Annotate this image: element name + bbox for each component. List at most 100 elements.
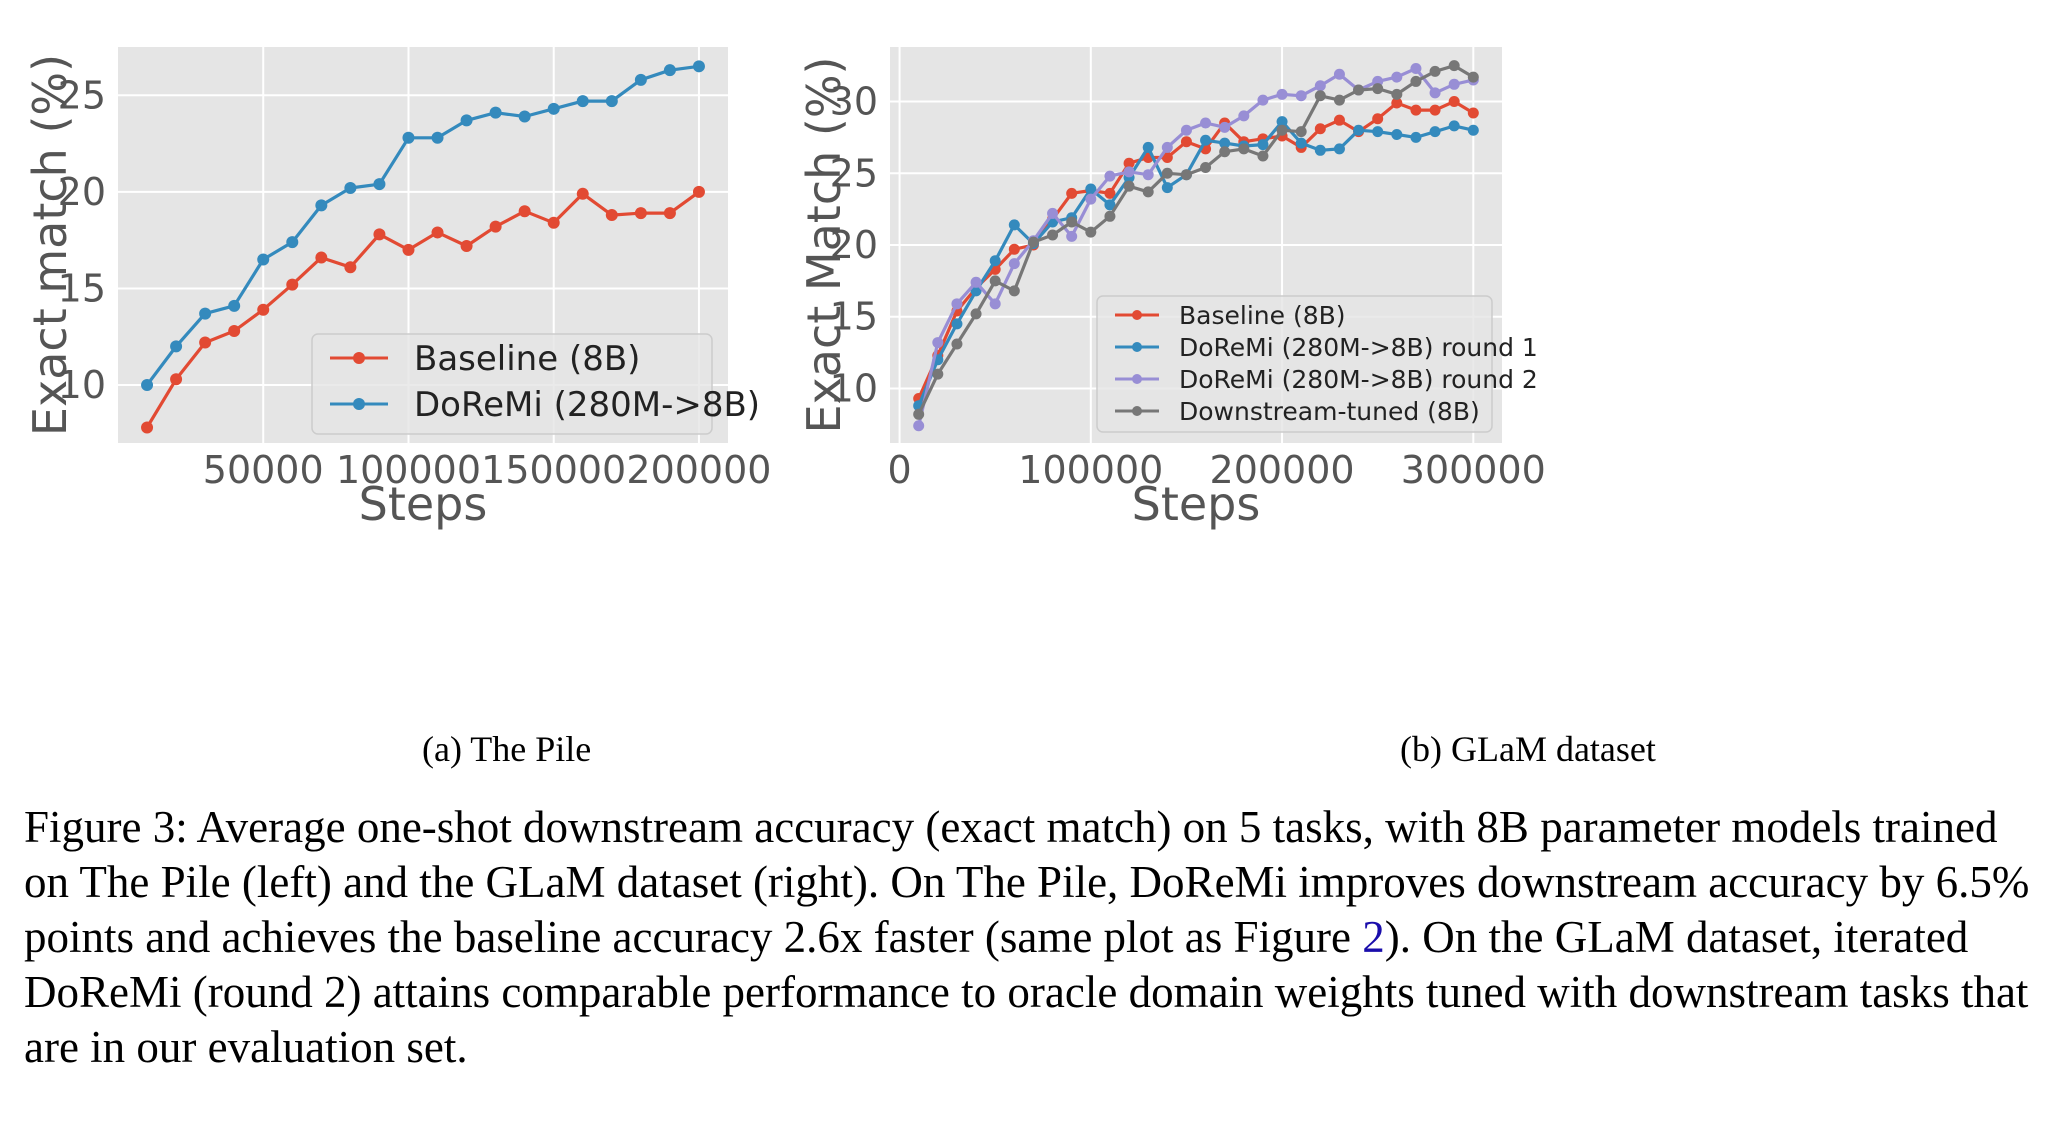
data-point-doremi-280m-8b-round-2 bbox=[1085, 193, 1097, 205]
legend-label: Baseline (8B) bbox=[414, 339, 640, 379]
x-tick-label: 300000 bbox=[1401, 448, 1546, 492]
data-point-doremi-280m-8b-round-1 bbox=[1410, 131, 1422, 143]
legend-marker-downstream-tuned-8b bbox=[1132, 406, 1142, 416]
data-point-baseline-8b bbox=[141, 421, 154, 434]
legend-label: DoReMi (280M->8B) round 1 bbox=[1179, 333, 1538, 362]
y-tick-label: 25 bbox=[830, 151, 878, 195]
data-point-doremi-280m-8b-round-1 bbox=[1372, 126, 1384, 138]
data-point-downstream-tuned-8b bbox=[1238, 143, 1250, 155]
data-point-baseline-8b bbox=[1180, 136, 1192, 148]
x-axis-label: Steps bbox=[359, 477, 488, 531]
data-point-downstream-tuned-8b bbox=[970, 308, 982, 320]
data-point-doremi-280m-8b bbox=[489, 106, 502, 119]
data-point-doremi-280m-8b-round-2 bbox=[1295, 90, 1307, 102]
data-point-downstream-tuned-8b bbox=[1276, 124, 1288, 136]
y-tick-label: 10 bbox=[58, 363, 106, 407]
figure-2-link[interactable]: 2 bbox=[1362, 912, 1385, 962]
subcaption-glam-dataset: (b) GLaM dataset bbox=[1400, 729, 1656, 769]
data-point-doremi-280m-8b-round-2 bbox=[913, 420, 925, 432]
data-point-doremi-280m-8b-round-2 bbox=[1180, 124, 1192, 136]
data-point-downstream-tuned-8b bbox=[1410, 75, 1422, 87]
figure-caption-text-end: ). On the GLaM dataset, iterated DoReMi … bbox=[24, 912, 2029, 1072]
data-point-doremi-280m-8b-round-1 bbox=[1104, 199, 1116, 211]
data-point-doremi-280m-8b-round-2 bbox=[1142, 169, 1154, 181]
data-point-downstream-tuned-8b bbox=[1180, 169, 1192, 181]
data-point-downstream-tuned-8b bbox=[1219, 146, 1231, 158]
data-point-baseline-8b bbox=[1410, 104, 1422, 116]
data-point-baseline-8b bbox=[373, 228, 386, 241]
y-tick-label: 15 bbox=[58, 266, 106, 310]
legend-box bbox=[1096, 295, 1493, 433]
data-point-downstream-tuned-8b bbox=[1085, 226, 1097, 238]
data-point-doremi-280m-8b-round-2 bbox=[1333, 68, 1345, 80]
data-point-baseline-8b bbox=[402, 243, 415, 256]
data-point-downstream-tuned-8b bbox=[1142, 186, 1154, 198]
data-point-baseline-8b bbox=[257, 303, 270, 316]
data-point-doremi-280m-8b-round-1 bbox=[1429, 126, 1441, 138]
data-point-baseline-8b bbox=[1391, 97, 1403, 109]
legend-marker-doremi-280m-8b bbox=[353, 398, 365, 410]
chart-canvas: 50000 100000 150000 20000010152025StepsExac… bbox=[23, 47, 1546, 531]
x-tick-label: 100000 bbox=[336, 448, 481, 492]
legend-marker-baseline-8b bbox=[1132, 310, 1142, 320]
subcaption-the-pile: (a) The Pile bbox=[422, 729, 592, 769]
legend-label: DoReMi (280M->8B) round 2 bbox=[1179, 365, 1538, 394]
data-point-downstream-tuned-8b bbox=[932, 368, 944, 380]
x-tick-label: 0 bbox=[887, 448, 911, 492]
data-point-baseline-8b bbox=[489, 220, 502, 233]
data-point-doremi-280m-8b bbox=[373, 178, 386, 191]
y-tick-label: 25 bbox=[58, 73, 106, 117]
data-point-baseline-8b bbox=[1333, 114, 1345, 126]
data-point-doremi-280m-8b-round-1 bbox=[1161, 182, 1173, 194]
data-point-baseline-8b bbox=[170, 373, 183, 386]
data-point-downstream-tuned-8b bbox=[1066, 216, 1078, 228]
data-point-baseline-8b bbox=[547, 216, 560, 229]
x-tick-label: 200000 bbox=[1210, 448, 1355, 492]
data-point-downstream-tuned-8b bbox=[1200, 162, 1212, 174]
legend-marker-baseline-8b bbox=[353, 352, 365, 364]
data-point-baseline-8b bbox=[199, 336, 212, 349]
data-point-downstream-tuned-8b bbox=[1008, 285, 1020, 297]
data-point-downstream-tuned-8b bbox=[1027, 236, 1039, 248]
data-point-doremi-280m-8b-round-2 bbox=[1200, 117, 1212, 129]
data-point-baseline-8b bbox=[1372, 113, 1384, 125]
data-point-doremi-280m-8b bbox=[199, 307, 212, 320]
data-point-doremi-280m-8b bbox=[634, 73, 647, 86]
data-point-baseline-8b bbox=[1448, 96, 1460, 108]
data-point-baseline-8b bbox=[1104, 187, 1116, 199]
y-tick-label: 20 bbox=[58, 170, 106, 214]
data-point-baseline-8b bbox=[605, 209, 618, 222]
data-point-doremi-280m-8b-round-2 bbox=[1276, 88, 1288, 100]
chart-glam-dataset: 0 100000 200000 300000 10 15 20 25 30 Steps Exact … bbox=[797, 47, 1546, 531]
legend-marker-doremi-280m-8b-round-1 bbox=[1132, 342, 1142, 352]
data-point-doremi-280m-8b-round-2 bbox=[1008, 258, 1020, 270]
x-tick-label: 100000 bbox=[1018, 448, 1163, 492]
data-point-baseline-8b bbox=[518, 205, 531, 218]
data-point-doremi-280m-8b bbox=[402, 131, 415, 144]
data-point-doremi-280m-8b-round-2 bbox=[1314, 80, 1326, 92]
data-point-doremi-280m-8b-round-2 bbox=[1238, 110, 1250, 122]
data-point-doremi-280m-8b-round-2 bbox=[970, 276, 982, 288]
data-point-downstream-tuned-8b bbox=[1353, 84, 1365, 96]
data-point-doremi-280m-8b bbox=[141, 379, 154, 392]
data-point-doremi-280m-8b-round-2 bbox=[1410, 63, 1422, 75]
data-point-downstream-tuned-8b bbox=[1047, 229, 1059, 241]
data-point-doremi-280m-8b-round-2 bbox=[932, 337, 944, 349]
data-point-doremi-280m-8b bbox=[228, 299, 241, 312]
y-tick-label: 20 bbox=[830, 223, 878, 267]
legend-label: Downstream-tuned (8B) bbox=[1179, 397, 1480, 426]
data-point-doremi-280m-8b-round-2 bbox=[951, 298, 963, 310]
data-point-doremi-280m-8b-round-2 bbox=[1391, 71, 1403, 83]
data-point-doremi-280m-8b-round-1 bbox=[1333, 143, 1345, 155]
data-point-downstream-tuned-8b bbox=[1295, 126, 1307, 138]
x-tick-label: 200000 bbox=[626, 448, 771, 492]
data-point-doremi-280m-8b-round-1 bbox=[1008, 219, 1020, 231]
data-point-baseline-8b bbox=[286, 278, 299, 291]
legend-label: Baseline (8B) bbox=[1179, 301, 1346, 330]
y-tick-label: 10 bbox=[830, 366, 878, 410]
data-point-baseline-8b bbox=[663, 207, 676, 220]
data-point-baseline-8b bbox=[344, 261, 357, 274]
data-point-doremi-280m-8b bbox=[170, 340, 183, 353]
data-point-baseline-8b bbox=[228, 324, 241, 337]
data-point-doremi-280m-8b-round-2 bbox=[1161, 141, 1173, 153]
